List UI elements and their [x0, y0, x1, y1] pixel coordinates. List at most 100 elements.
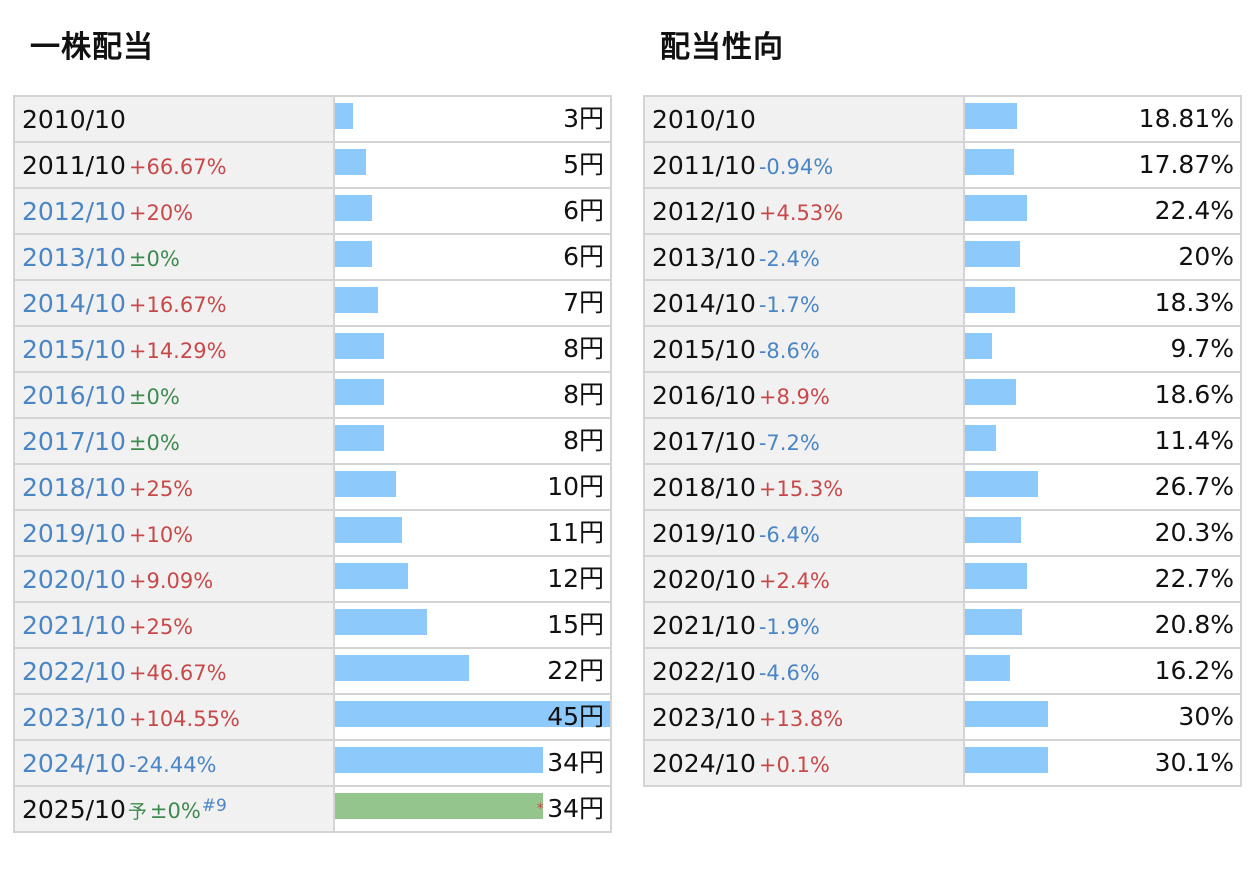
data-bar	[335, 655, 470, 681]
data-label: 6円	[563, 196, 604, 225]
bar-cell: 18.6%	[963, 371, 1242, 419]
row-label: 2021/10 -1.9%	[643, 601, 965, 649]
data-label: 18.6%	[1154, 380, 1234, 409]
table-row: 2019/10 +10% 11円	[13, 509, 612, 557]
row-label: 2020/10 +2.4%	[643, 555, 965, 603]
row-label: 2015/10 -8.6%	[643, 325, 965, 373]
table-row: 2022/10 -4.6% 16.2%	[643, 647, 1242, 695]
year-link[interactable]: 2021/10	[22, 610, 126, 640]
row-label: 2019/10 +10%	[13, 509, 335, 557]
change-rate: ±0%	[149, 798, 201, 823]
change-rate: -7.2%	[758, 430, 820, 455]
table-row: 2021/10 -1.9% 20.8%	[643, 601, 1242, 649]
row-label: 2024/10 -24.44%	[13, 739, 335, 787]
bar-cell: 11円	[333, 509, 612, 557]
row-label: 2016/10 +8.9%	[643, 371, 965, 419]
change-rate: -8.6%	[758, 338, 820, 363]
year-link[interactable]: 2020/10	[22, 564, 126, 594]
bar-cell: 18.3%	[963, 279, 1242, 327]
year-link[interactable]: 2014/10	[22, 288, 126, 318]
dividend-per-share-title: 一株配当	[30, 30, 154, 65]
year-link[interactable]: 2023/10	[22, 702, 126, 732]
data-label: 22.4%	[1154, 196, 1234, 225]
bar-cell: * 34円	[333, 785, 612, 833]
data-label: 18.81%	[1138, 104, 1234, 133]
data-label: 7円	[563, 288, 604, 317]
data-bar	[965, 747, 1048, 773]
row-label: 2012/10 +20%	[13, 187, 335, 235]
dividend-per-share-table: 2010/10 3円 2011/10 +66.67% 5円 2012/10 +20% 6円 20…	[13, 95, 612, 833]
data-bar	[335, 609, 427, 635]
table-row: 2014/10 -1.7% 18.3%	[643, 279, 1242, 327]
table-row: 2023/10 +13.8% 30%	[643, 693, 1242, 741]
bar-cell: 12円	[333, 555, 612, 603]
row-label: 2024/10 +0.1%	[643, 739, 965, 787]
data-label: 20.3%	[1154, 518, 1234, 547]
data-bar	[335, 793, 543, 819]
year-label: 2015/10	[652, 334, 756, 364]
data-label: 22円	[547, 656, 604, 685]
row-label: 2011/10 +66.67%	[13, 141, 335, 189]
year-link[interactable]: 2015/10	[22, 334, 126, 364]
bar-cell: 26.7%	[963, 463, 1242, 511]
data-bar	[965, 471, 1039, 497]
year-label: 2014/10	[652, 288, 756, 318]
bar-cell: 7円	[333, 279, 612, 327]
change-rate: -1.9%	[758, 614, 820, 639]
table-row: 2013/10 ±0% 6円	[13, 233, 612, 281]
year-label: 2018/10	[652, 472, 756, 502]
table-row: 2018/10 +25% 10円	[13, 463, 612, 511]
year-label: 2010/10	[22, 104, 126, 134]
data-bar	[335, 517, 403, 543]
data-bar	[335, 287, 378, 313]
bar-cell: 18.81%	[963, 95, 1242, 143]
bar-cell: 8円	[333, 371, 612, 419]
row-label: 2018/10 +25%	[13, 463, 335, 511]
row-label: 2016/10 ±0%	[13, 371, 335, 419]
year-link[interactable]: 2013/10	[22, 242, 126, 272]
change-rate: +4.53%	[758, 200, 844, 225]
row-label: 2023/10 +104.55%	[13, 693, 335, 741]
table-row: 2011/10 +66.67% 5円	[13, 141, 612, 189]
data-label: 30%	[1178, 702, 1234, 731]
change-rate: -1.7%	[758, 292, 820, 317]
change-rate: +15.3%	[758, 476, 844, 501]
footnote-link[interactable]: #9	[201, 796, 227, 817]
year-link[interactable]: 2024/10	[22, 748, 126, 778]
table-row: 2015/10 -8.6% 9.7%	[643, 325, 1242, 373]
change-rate: +16.67%	[128, 292, 227, 317]
year-label: 2012/10	[652, 196, 756, 226]
table-row: 2020/10 +2.4% 22.7%	[643, 555, 1242, 603]
year-link[interactable]: 2019/10	[22, 518, 126, 548]
change-rate: +14.29%	[128, 338, 227, 363]
data-label: 8円	[563, 334, 604, 363]
data-bar	[335, 195, 372, 221]
estimate-asterisk: *	[536, 801, 544, 817]
change-rate: +46.67%	[128, 660, 227, 685]
year-link[interactable]: 2022/10	[22, 656, 126, 686]
year-label: 2011/10	[652, 150, 756, 180]
data-label: 22.7%	[1154, 564, 1234, 593]
table-row: 2016/10 +8.9% 18.6%	[643, 371, 1242, 419]
year-link[interactable]: 2012/10	[22, 196, 126, 226]
change-rate: +13.8%	[758, 706, 844, 731]
year-link[interactable]: 2016/10	[22, 380, 126, 410]
year-label: 2025/10	[22, 794, 126, 824]
bar-cell: 34円	[333, 739, 612, 787]
year-link[interactable]: 2018/10	[22, 472, 126, 502]
data-bar	[335, 241, 372, 267]
data-label: 30.1%	[1154, 748, 1234, 777]
year-link[interactable]: 2017/10	[22, 426, 126, 456]
bar-cell: 10円	[333, 463, 612, 511]
change-rate: -2.4%	[758, 246, 820, 271]
data-label: 3円	[563, 104, 604, 133]
table-row: 2024/10 +0.1% 30.1%	[643, 739, 1242, 787]
data-label: 34円	[547, 794, 604, 823]
bar-cell: 15円	[333, 601, 612, 649]
row-label: 2021/10 +25%	[13, 601, 335, 649]
table-row: 2017/10 ±0% 8円	[13, 417, 612, 465]
forecast-mark: 予	[127, 800, 147, 823]
data-bar	[965, 425, 997, 451]
row-label: 2022/10 +46.67%	[13, 647, 335, 695]
bar-cell: 6円	[333, 187, 612, 235]
